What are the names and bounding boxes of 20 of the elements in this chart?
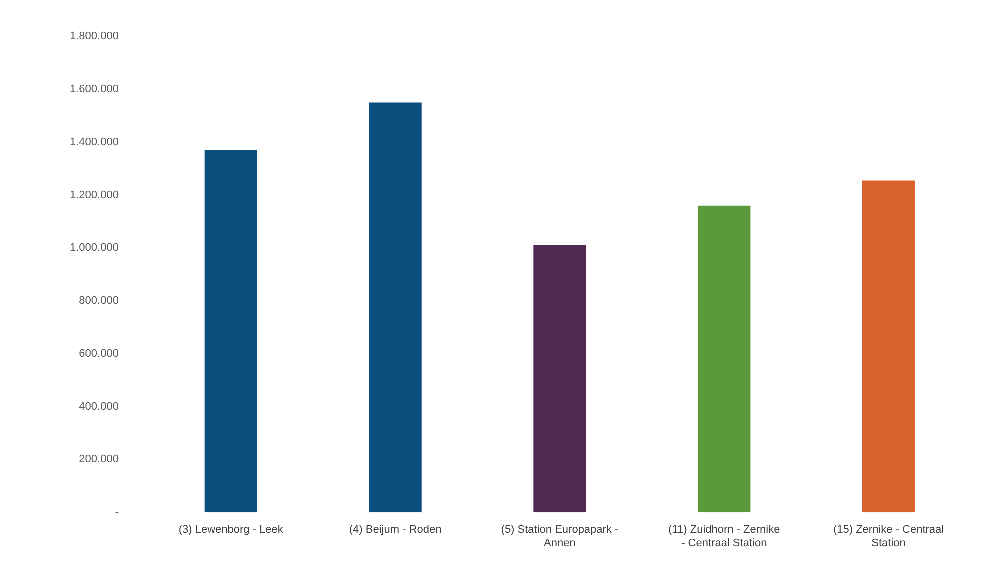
y-tick-label: -	[115, 506, 120, 519]
y-tick-label: 1.200.000	[70, 189, 119, 202]
y-tick-label: 1.800.000	[70, 30, 119, 43]
y-tick-label: 1.600.000	[70, 84, 119, 96]
y-tick-label: 200.000	[79, 454, 119, 466]
x-tick-label: (4) Beijum - Roden	[349, 524, 442, 536]
x-tick-label: (15) Zernike - Centraal Station	[833, 524, 944, 550]
y-tick-label: 1.000.000	[70, 242, 119, 254]
y-tick-label: 600.000	[79, 348, 119, 360]
x-tick-label: (11) Zuidhorn - Zernike - Centraal Station	[668, 524, 780, 550]
y-tick-label: 800.000	[79, 295, 119, 308]
bar	[862, 180, 916, 513]
y-tick-label: 1.400.000	[70, 136, 119, 148]
bar	[698, 206, 751, 513]
y-tick-label: 400.000	[79, 400, 119, 413]
bar	[204, 150, 258, 513]
bar	[534, 244, 586, 513]
x-tick-label: (3) Lewenborg - Leek	[178, 524, 284, 536]
bar	[369, 102, 422, 513]
x-tick-label: (5) Station Europapark - Annen	[501, 524, 619, 550]
